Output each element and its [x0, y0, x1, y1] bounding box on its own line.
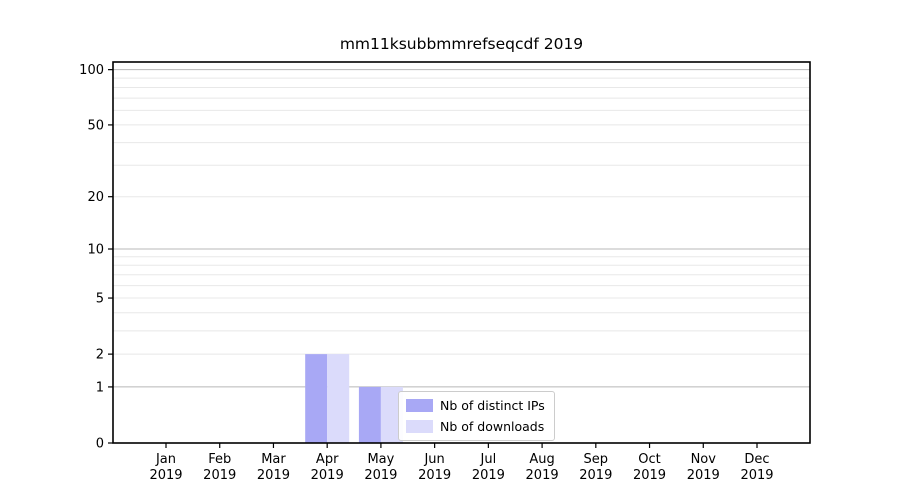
x-tick-label-month-jun: Jun: [423, 452, 444, 467]
plot-border: [112, 61, 811, 444]
x-tick-label-year-jul: 2019: [472, 468, 505, 483]
bar-apr-downloads: [327, 354, 350, 443]
x-tick-label-month-mar: Mar: [261, 452, 286, 467]
x-tick-label-year-apr: 2019: [311, 468, 344, 483]
x-tick-label-year-nov: 2019: [687, 468, 720, 483]
legend-label-downloads: Nb of downloads: [440, 419, 545, 434]
x-tick-label-year-jun: 2019: [418, 468, 451, 483]
x-tick-label-month-oct: Oct: [638, 452, 660, 467]
y-tick-label-10: 10: [87, 243, 104, 258]
y-tick-label-20: 20: [87, 190, 104, 205]
x-tick-label-year-mar: 2019: [257, 468, 290, 483]
legend-swatch-distinct-ips: [406, 399, 433, 412]
bar-apr-distinct-ips: [305, 354, 328, 443]
legend-label-distinct-ips: Nb of distinct IPs: [440, 398, 545, 413]
x-tick-label-year-aug: 2019: [526, 468, 559, 483]
x-tick-label-year-oct: 2019: [633, 468, 666, 483]
x-tick-label-month-nov: Nov: [691, 452, 717, 467]
legend-swatch-downloads: [406, 420, 433, 433]
y-tick-label-5: 5: [96, 292, 104, 307]
legend-item-downloads: Nb of downloads: [406, 419, 545, 434]
x-tick-label-month-feb: Feb: [208, 452, 231, 467]
bar-may-distinct-ips: [358, 386, 381, 443]
chart-title: mm11ksubbmmrefseqcdf 2019: [339, 35, 584, 53]
y-tick-label-1: 1: [96, 380, 104, 395]
y-tick-label-0: 0: [96, 437, 104, 452]
legend: Nb of distinct IPs Nb of downloads: [398, 391, 555, 441]
x-tick-label-year-jan: 2019: [149, 468, 182, 483]
legend-item-distinct-ips: Nb of distinct IPs: [406, 398, 545, 413]
x-tick-label-month-jan: Jan: [155, 452, 176, 467]
x-tick-label-month-sep: Sep: [584, 452, 609, 467]
y-tick-label-50: 50: [87, 118, 104, 133]
x-tick-label-month-apr: Apr: [316, 452, 339, 467]
x-tick-label-year-sep: 2019: [579, 468, 612, 483]
x-tick-label-year-may: 2019: [364, 468, 397, 483]
x-tick-label-month-jul: Jul: [480, 452, 497, 467]
x-tick-label-month-dec: Dec: [744, 452, 769, 467]
bar-may-downloads: [380, 386, 403, 443]
y-tick-label-2: 2: [96, 348, 104, 363]
x-tick-label-month-may: May: [367, 452, 394, 467]
x-tick-label-year-feb: 2019: [203, 468, 236, 483]
x-tick-label-month-aug: Aug: [529, 452, 554, 467]
y-tick-label-100: 100: [79, 63, 104, 78]
x-tick-label-year-dec: 2019: [740, 468, 773, 483]
